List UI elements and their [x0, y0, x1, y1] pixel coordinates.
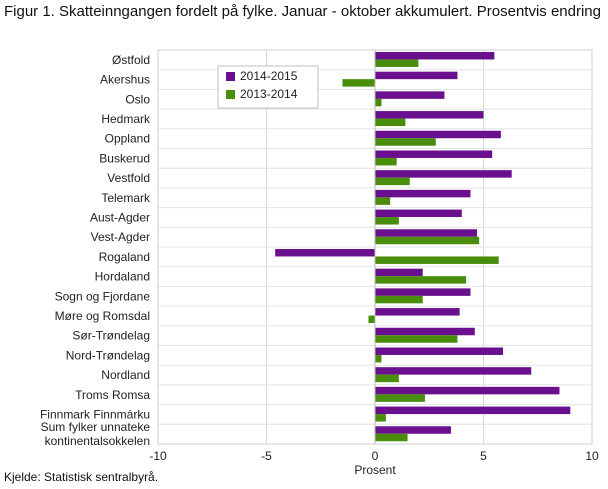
category-label: Vest-Agder: [91, 230, 150, 244]
legend-swatch-2014-2015: [226, 72, 235, 81]
bar-2014-2015-8: [375, 189, 471, 198]
bar-2013-2014-15: [375, 335, 458, 343]
category-label: Akershus: [100, 73, 150, 87]
legend-label-2013-2014: 2013-2014: [240, 87, 298, 101]
bar-2014-2015-9: [375, 209, 462, 218]
category-label: Hedmark: [101, 112, 151, 126]
bar-2013-2014-19: [375, 414, 386, 422]
bar-2013-2014-9: [375, 217, 399, 225]
bar-2013-2014-5: [375, 138, 436, 146]
bar-2013-2014-10: [375, 236, 480, 245]
bar-2013-2014-13: [375, 295, 423, 304]
category-label: Hordaland: [95, 270, 150, 284]
bar-2014-2015-12: [375, 268, 423, 277]
x-tick-label: -5: [261, 449, 272, 463]
category-label: Troms Romsa: [75, 388, 150, 402]
bar-2013-2014-14: [368, 315, 375, 324]
x-tick-label: -10: [149, 449, 167, 463]
category-label: Rogaland: [99, 250, 150, 264]
bar-2014-2015-14: [375, 308, 460, 316]
category-label: Nord-Trøndelag: [66, 348, 150, 362]
category-label: Nordland: [101, 368, 150, 382]
bar-2013-2014-17: [375, 374, 399, 383]
x-axis-label: Prosent: [354, 463, 396, 477]
x-tick-label: 0: [372, 449, 379, 463]
bar-2013-2014-8: [375, 197, 391, 205]
bar-2014-2015-7: [375, 170, 512, 178]
legend-label-2014-2015: 2014-2015: [240, 69, 298, 83]
x-tick-label: 5: [480, 449, 487, 463]
bar-2014-2015-4: [375, 111, 484, 119]
bar-2014-2015-10: [375, 229, 477, 237]
bar-2014-2015-6: [375, 150, 493, 158]
category-label: Oppland: [105, 132, 150, 146]
category-label: Sør-Trøndelag: [72, 329, 150, 343]
bar-2014-2015-18: [375, 386, 560, 395]
bar-2014-2015-3: [375, 91, 445, 99]
chart-title: Figur 1. Skatteinngangen fordelt på fylk…: [4, 3, 601, 20]
bar-2014-2015-15: [375, 327, 475, 336]
bar-2014-2015-11: [275, 248, 375, 257]
bar-2014-2015-19: [375, 406, 571, 415]
bar-2013-2014-6: [375, 157, 397, 166]
category-label: Sogn og Fjordane: [55, 289, 151, 303]
bar-2014-2015-16: [375, 347, 504, 355]
bar-2013-2014-7: [375, 177, 410, 186]
bar-2014-2015-20: [375, 426, 451, 434]
bar-2013-2014-20: [375, 433, 408, 442]
source-note: Kjelde: Statistisk sentralbyrå.: [4, 470, 159, 484]
bar-2014-2015-2: [375, 71, 458, 80]
bar-2013-2014-11: [375, 256, 499, 264]
bar-2013-2014-2: [342, 79, 375, 87]
category-label: Finnmark Finnmárku: [40, 407, 150, 421]
bar-2013-2014-12: [375, 276, 467, 284]
category-label: Telemark: [101, 191, 151, 205]
bar-2013-2014-16: [375, 354, 382, 363]
bar-2014-2015-5: [375, 130, 501, 139]
bar-2013-2014-4: [375, 118, 406, 127]
bar-2014-2015-13: [375, 288, 471, 296]
category-label: Østfold: [112, 53, 150, 67]
category-label: Aust-Agder: [90, 210, 150, 224]
category-label: Buskerud: [99, 151, 150, 165]
bar-2014-2015-17: [375, 367, 532, 375]
legend-swatch-2013-2014: [226, 90, 235, 99]
bar-2013-2014-1: [375, 59, 419, 67]
category-label: Vestfold: [107, 171, 150, 185]
bar-2013-2014-18: [375, 394, 425, 402]
category-label: Møre og Romsdal: [55, 309, 150, 323]
category-label: Sum fylker unnateke kontinentalsokkelen: [41, 420, 151, 448]
x-tick-label: 10: [585, 449, 599, 463]
category-label: Oslo: [125, 92, 150, 106]
bar-2013-2014-3: [375, 98, 382, 107]
bar-2014-2015-1: [375, 51, 495, 60]
